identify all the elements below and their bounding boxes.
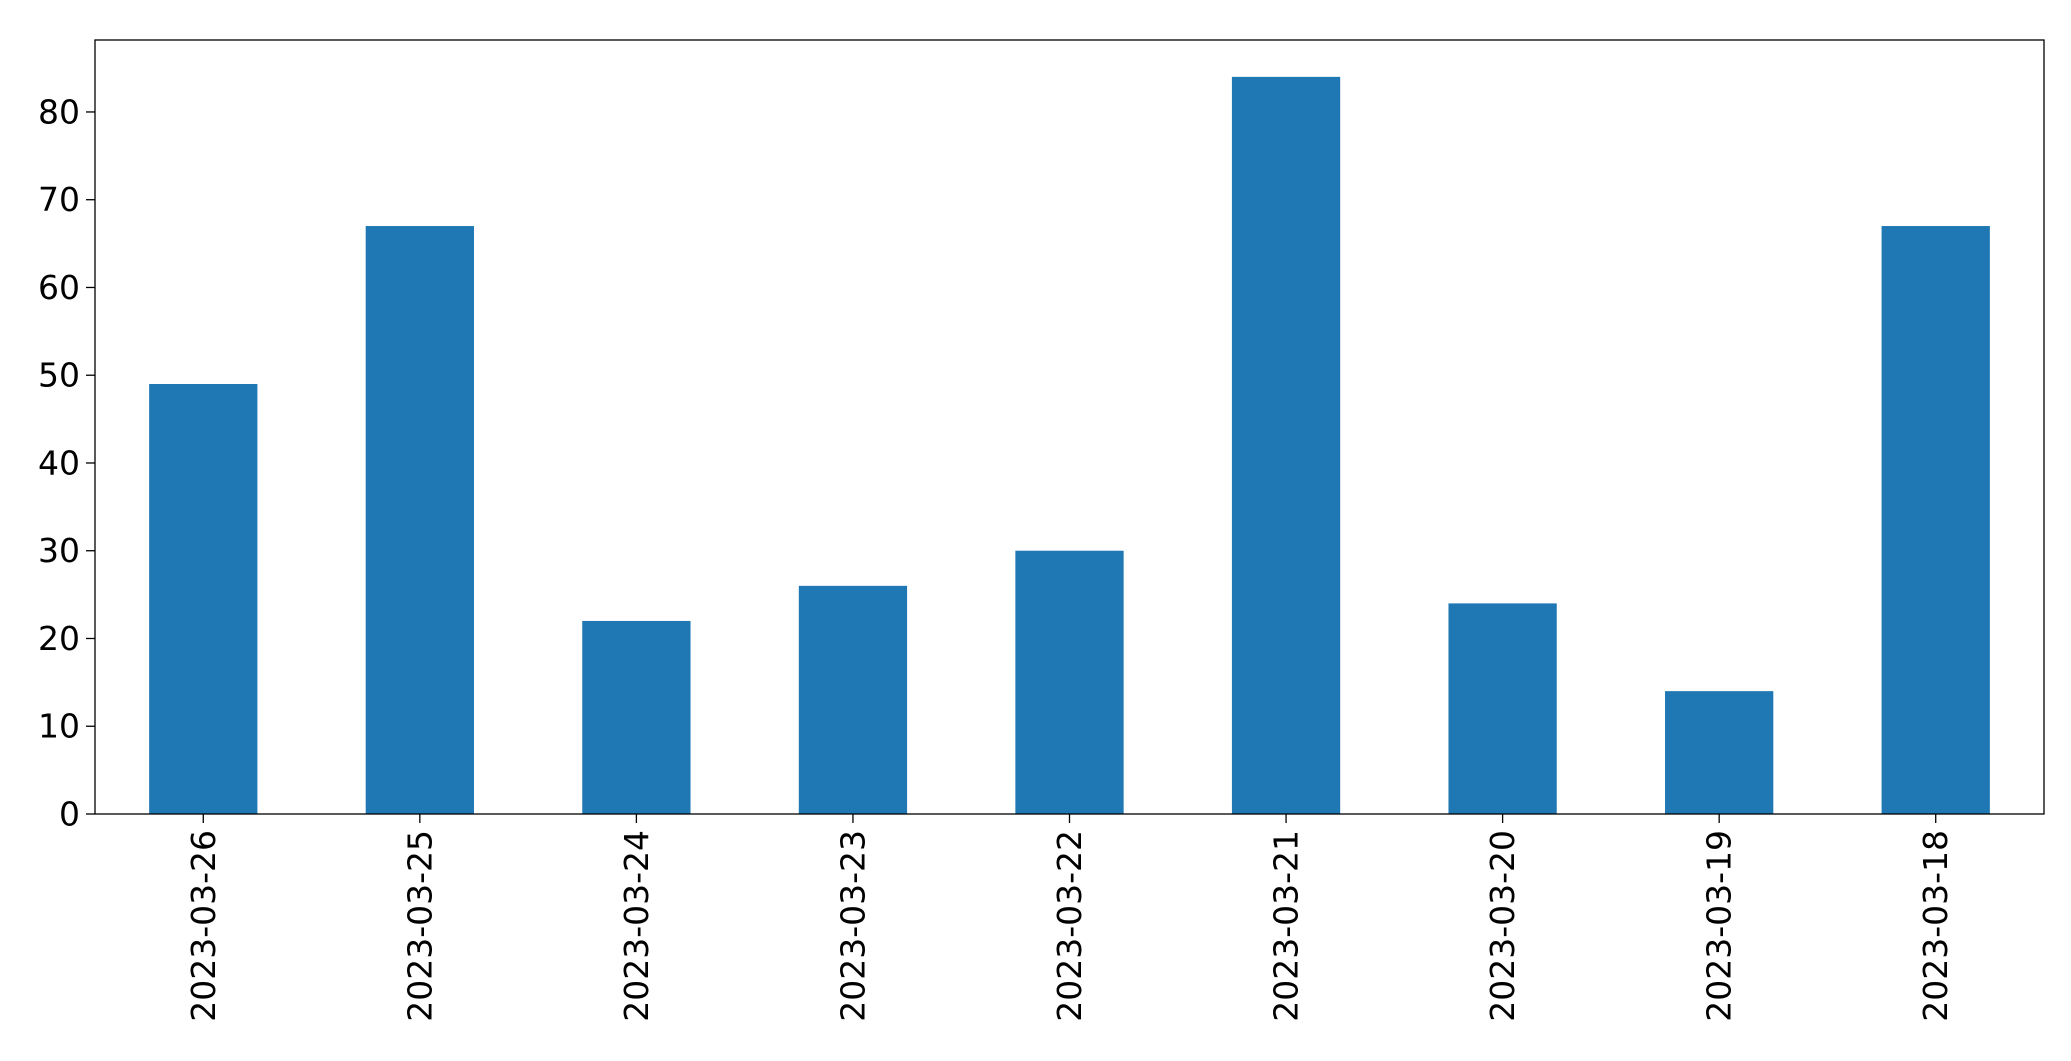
bars-layer [149,76,1990,815]
bar-2023-03-25 [365,226,474,814]
plot-frame [94,39,2045,815]
x-tick-label: 2023-03-22 [1050,830,1089,1022]
y-tick-label: 60 [38,268,80,307]
x-tick-label: 2023-03-23 [833,830,872,1022]
bar-2023-03-23 [798,585,908,814]
x-tick-label: 2023-03-19 [1700,830,1739,1022]
bar-2023-03-24 [582,620,691,814]
x-tick-label: 2023-03-21 [1267,830,1306,1022]
y-tick-label: 30 [38,531,80,570]
x-tick-label: 2023-03-26 [184,830,223,1022]
y-axis: 0 10 20 30 40 50 60 70 80 [38,92,95,834]
x-tick-label: 2023-03-18 [1916,830,1955,1022]
x-tick-label: 2023-03-24 [617,830,656,1022]
y-tick-label: 20 [38,619,80,658]
bar-2023-03-26 [149,384,258,814]
y-tick-label: 0 [59,795,80,834]
y-tick-label: 10 [38,707,80,746]
bar-2023-03-21 [1231,76,1341,815]
y-tick-label: 70 [38,180,80,219]
x-tick-label: 2023-03-20 [1483,830,1522,1022]
bar-2023-03-18 [1881,226,1990,814]
bar-2023-03-20 [1448,603,1557,814]
x-axis: 2023-03-26 2023-03-25 2023-03-24 2023-03-23… [184,814,1955,1022]
x-tick-label: 2023-03-25 [400,830,439,1022]
y-tick-label: 50 [38,356,80,395]
y-tick-label: 80 [38,92,80,131]
bar-2023-03-22 [1015,550,1124,814]
y-tick-label: 40 [38,443,80,482]
bar-2023-03-19 [1665,691,1774,814]
